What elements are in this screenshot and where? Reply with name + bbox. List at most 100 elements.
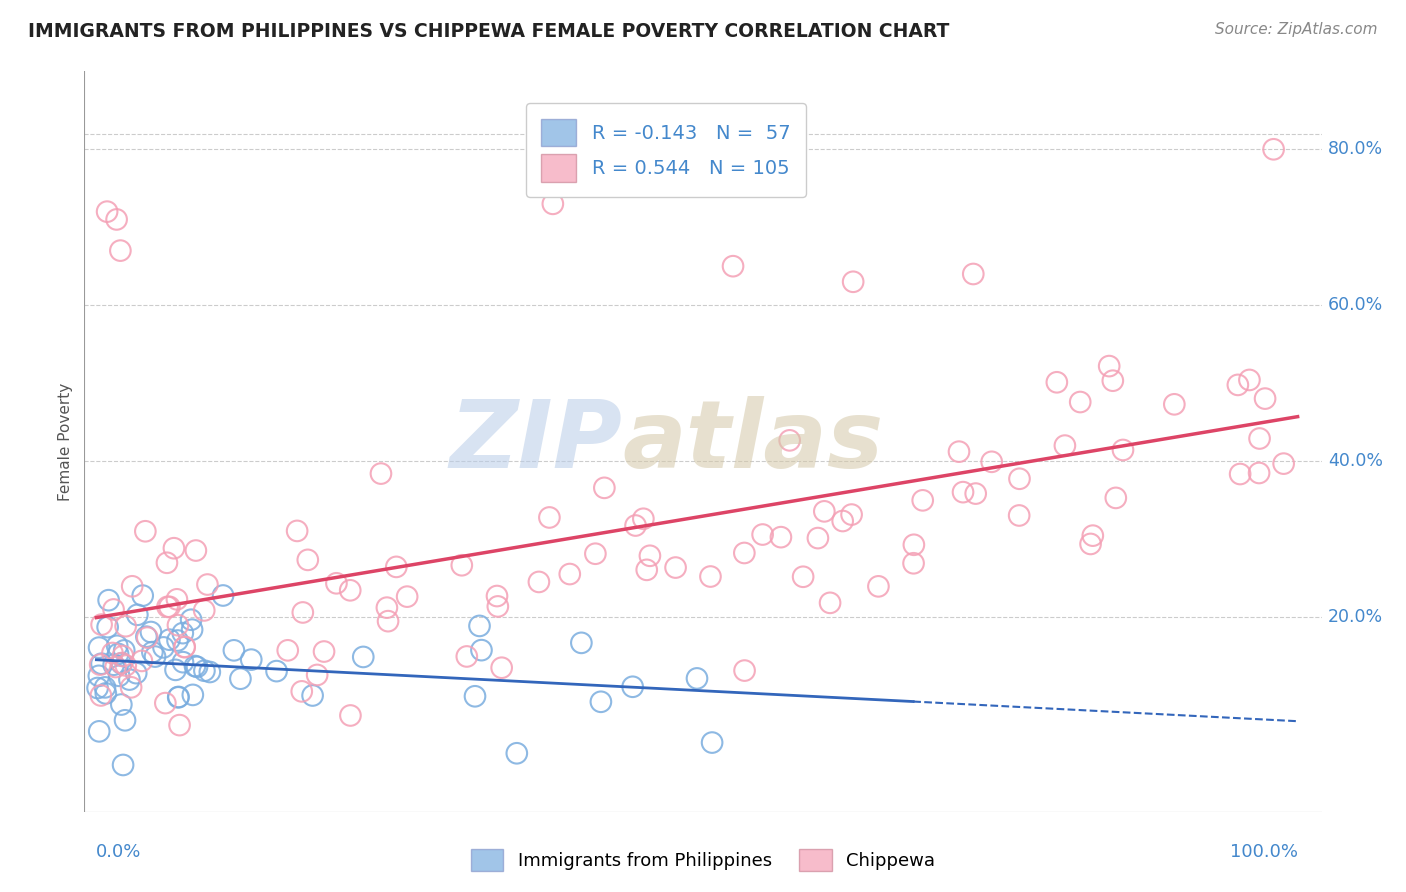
Point (141, 645, 163, 659)
Point (197, 577, 219, 591)
Point (131, 589, 153, 603)
Point (139, 625, 162, 640)
Point (186, 660, 208, 674)
Point (541, 197, 564, 211)
Point (167, 690, 190, 705)
Point (734, 664, 756, 678)
Point (173, 640, 195, 655)
Text: atlas: atlas (623, 395, 884, 488)
Point (291, 684, 314, 698)
Point (121, 579, 143, 593)
Point (107, 647, 129, 661)
Text: 40.0%: 40.0% (1327, 452, 1384, 470)
Point (167, 690, 190, 704)
Point (193, 664, 215, 678)
Point (721, 259, 744, 273)
Point (125, 666, 148, 681)
Text: 60.0%: 60.0% (1327, 296, 1384, 314)
Point (97, 593, 120, 607)
Point (370, 467, 392, 481)
Point (97, 620, 120, 634)
Point (1112, 442, 1135, 457)
Point (352, 649, 374, 664)
Text: Source: ZipAtlas.com: Source: ZipAtlas.com (1215, 22, 1378, 37)
Point (751, 527, 773, 541)
Point (450, 558, 472, 573)
Legend: R = -0.143   N =  57, R = 0.544   N = 105: R = -0.143 N = 57, R = 0.544 N = 105 (526, 103, 806, 197)
Point (277, 643, 299, 657)
Point (962, 267, 984, 281)
Point (1008, 508, 1031, 523)
Point (143, 649, 166, 664)
Point (172, 655, 194, 669)
Point (1008, 472, 1031, 486)
Point (89, 657, 111, 672)
Point (842, 275, 865, 289)
Point (111, 648, 134, 663)
Point (583, 547, 606, 561)
Point (807, 531, 830, 545)
Point (301, 689, 323, 703)
Point (396, 590, 419, 604)
Point (1249, 466, 1271, 480)
Point (468, 619, 491, 633)
Point (229, 672, 252, 686)
Point (285, 524, 308, 538)
Point (297, 553, 319, 567)
Point (506, 746, 529, 760)
Point (166, 592, 188, 607)
Point (114, 658, 136, 673)
Point (569, 636, 592, 650)
Point (700, 735, 723, 749)
Point (156, 556, 179, 570)
Point (173, 640, 195, 654)
Point (486, 599, 509, 614)
Point (686, 672, 709, 686)
Point (1229, 467, 1251, 481)
Point (1239, 373, 1261, 387)
Text: 100.0%: 100.0% (1230, 843, 1298, 861)
Point (198, 665, 221, 679)
Point (108, 669, 131, 683)
Point (868, 579, 890, 593)
Point (377, 614, 399, 628)
Point (491, 661, 513, 675)
Point (90, 689, 112, 703)
Point (96, 204, 118, 219)
Point (307, 668, 329, 682)
Text: 80.0%: 80.0% (1327, 140, 1384, 158)
Point (89, 724, 111, 739)
Point (240, 652, 263, 666)
Point (111, 656, 134, 670)
Text: 20.0%: 20.0% (1327, 607, 1384, 626)
Point (103, 657, 125, 672)
Point (558, 567, 581, 582)
Point (779, 434, 801, 448)
Point (136, 631, 159, 645)
Text: ZIP: ZIP (450, 395, 623, 488)
Point (1101, 374, 1123, 388)
Point (1263, 142, 1285, 156)
Point (593, 481, 616, 495)
Point (1272, 457, 1295, 471)
Point (965, 486, 987, 500)
Point (163, 541, 186, 556)
Point (470, 643, 492, 657)
Point (166, 633, 188, 648)
Point (165, 663, 187, 677)
Point (699, 569, 721, 583)
Point (291, 606, 314, 620)
Point (101, 646, 124, 660)
Y-axis label: Female Poverty: Female Poverty (58, 383, 73, 500)
Point (952, 485, 974, 500)
Point (112, 758, 135, 772)
Point (325, 576, 347, 591)
Point (120, 681, 142, 695)
Point (769, 530, 792, 544)
Point (87, 640, 110, 655)
Point (127, 607, 149, 622)
Point (464, 690, 486, 704)
Point (90, 657, 112, 671)
Point (831, 514, 853, 528)
Legend: Immigrants from Philippines, Chippewa: Immigrants from Philippines, Chippewa (464, 842, 942, 879)
